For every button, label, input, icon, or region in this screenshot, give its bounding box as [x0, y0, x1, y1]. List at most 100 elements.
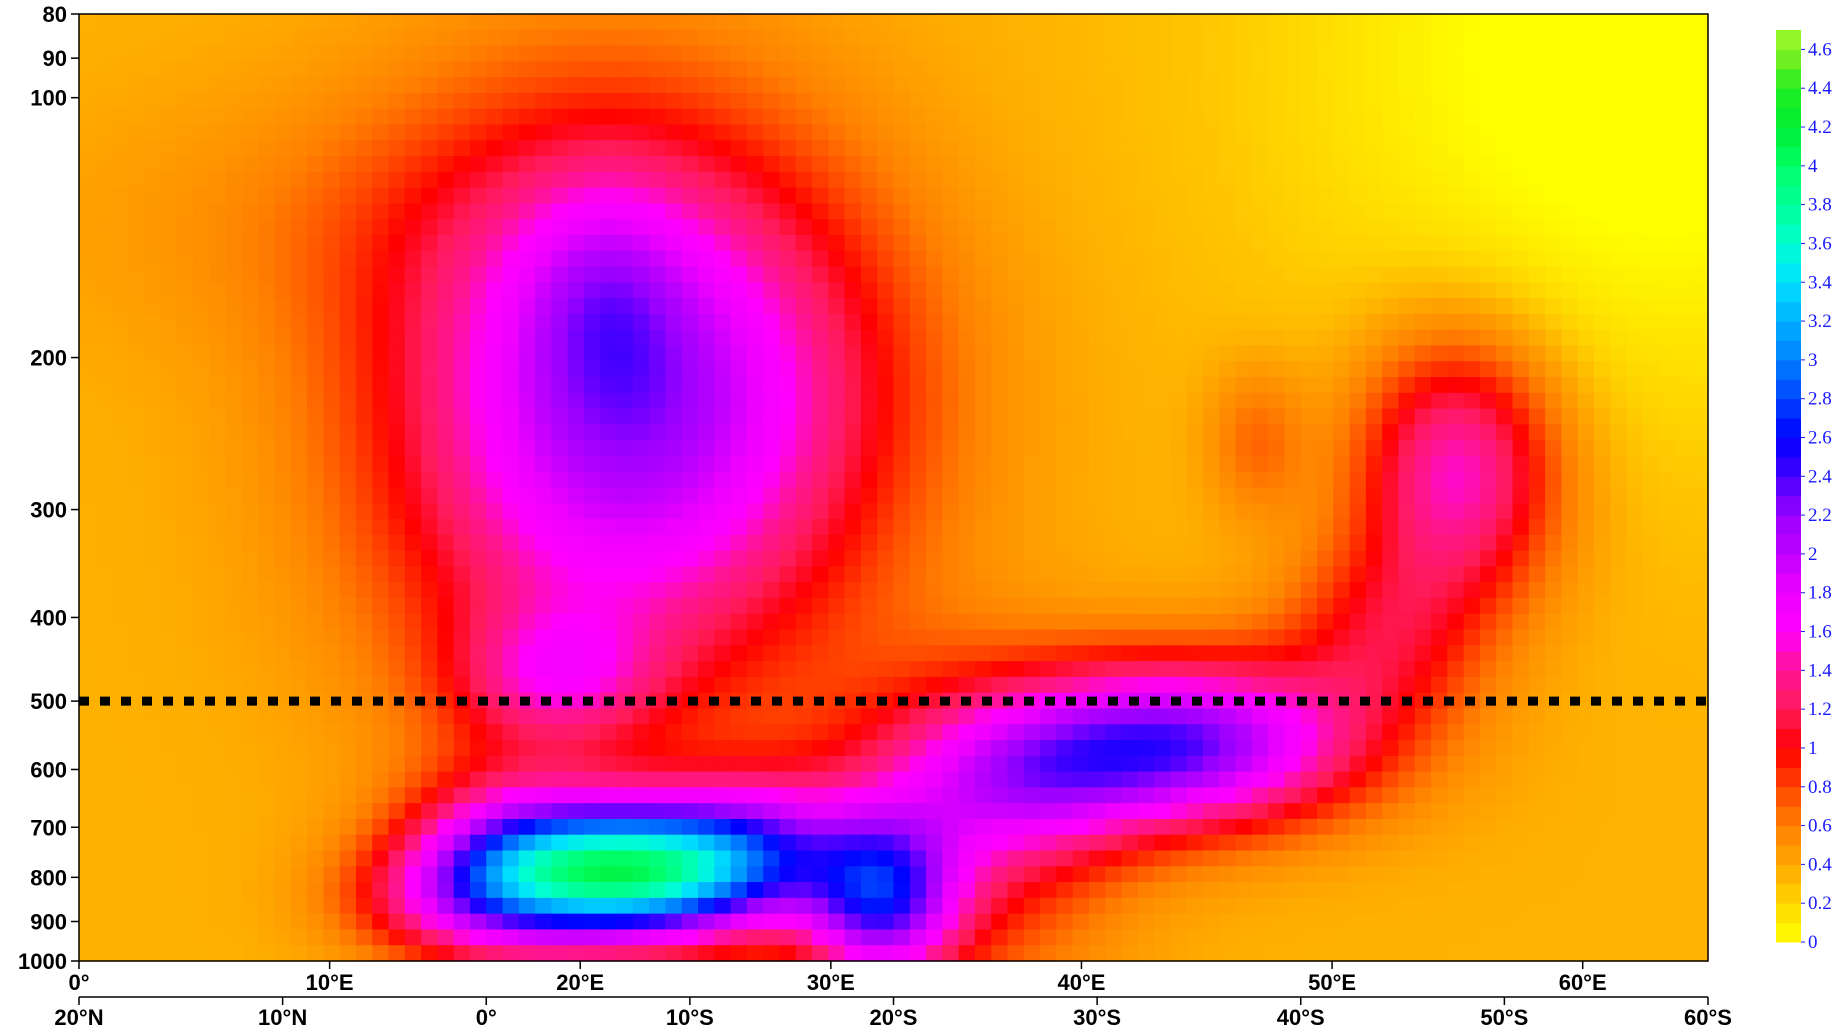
heatmap-cell [567, 471, 585, 489]
heatmap-cell [323, 187, 341, 204]
heatmap-cell [535, 661, 553, 678]
heatmap-cell [730, 219, 748, 236]
heatmap-cell [583, 203, 601, 220]
heatmap-cell [1219, 250, 1237, 268]
heatmap-cell [1496, 661, 1514, 678]
heatmap-cell [1382, 377, 1400, 394]
heatmap-cell [763, 282, 781, 299]
heatmap-cell [535, 771, 553, 788]
heatmap-cell [1121, 329, 1139, 347]
heatmap-cell [893, 282, 911, 299]
heatmap-cell [991, 282, 1009, 299]
heatmap-cell [1186, 676, 1204, 694]
heatmap-cell [355, 298, 373, 315]
heatmap-cell [1626, 156, 1644, 173]
heatmap-cell [111, 108, 129, 126]
heatmap-cell [1382, 676, 1400, 694]
heatmap-cell [1121, 313, 1139, 331]
heatmap-cell [1512, 503, 1530, 520]
heatmap-cell [665, 424, 683, 441]
heatmap-cell [1382, 45, 1400, 62]
heatmap-cell [714, 550, 732, 568]
heatmap-cell [1349, 377, 1367, 394]
heatmap-cell [812, 471, 829, 489]
heatmap-cell [1593, 755, 1611, 773]
heatmap-cell [469, 171, 487, 189]
heatmap-cell [1642, 787, 1660, 804]
heatmap-cell [1479, 377, 1497, 394]
heatmap-cell [1072, 455, 1090, 473]
heatmap-cell [79, 566, 96, 583]
heatmap-cell [779, 282, 797, 299]
heatmap-cell [714, 171, 732, 189]
heatmap-cell [274, 219, 292, 236]
heatmap-cell [1447, 266, 1465, 283]
heatmap-cell [730, 77, 748, 94]
heatmap-cell [1235, 487, 1253, 504]
heatmap-cell [714, 597, 732, 615]
heatmap-cell [942, 676, 960, 694]
heatmap-cell [730, 124, 748, 141]
heatmap-cell [241, 740, 259, 757]
heatmap-cell [714, 45, 732, 62]
heatmap-cell [404, 629, 422, 646]
heatmap-cell [616, 124, 634, 141]
heatmap-cell [421, 77, 438, 94]
heatmap-cell [307, 471, 324, 489]
heatmap-cell [1593, 708, 1611, 725]
heatmap-cell [1105, 140, 1123, 157]
heatmap-cell [681, 108, 699, 126]
heatmap-cell [209, 787, 227, 804]
heatmap-cell [1545, 613, 1562, 631]
heatmap-cell [779, 550, 797, 568]
heatmap-cell [958, 582, 976, 599]
heatmap-cell [1154, 661, 1172, 678]
heatmap-cell [1463, 708, 1481, 725]
heatmap-cell [1170, 313, 1188, 331]
heatmap-cell [355, 408, 373, 425]
heatmap-cell [95, 471, 113, 489]
heatmap-cell [160, 455, 178, 473]
heatmap-cell [942, 440, 960, 457]
heatmap-cell [1447, 77, 1465, 94]
heatmap-cell [1414, 408, 1432, 425]
heatmap-cell [632, 187, 650, 204]
heatmap-cell [1137, 408, 1155, 425]
heatmap-cell [795, 108, 813, 126]
heatmap-cell [323, 566, 341, 583]
heatmap-cell [372, 787, 390, 804]
heatmap-cell [307, 661, 324, 678]
heatmap-cell [583, 597, 601, 615]
heatmap-cell [567, 424, 585, 441]
heatmap-cell [290, 45, 308, 62]
heatmap-cell [160, 613, 178, 631]
heatmap-cell [535, 724, 553, 741]
heatmap-cell [1300, 266, 1318, 283]
heatmap-cell [437, 582, 455, 599]
heatmap-cell [567, 345, 585, 362]
heatmap-cell [502, 361, 520, 378]
heatmap-cell [339, 408, 357, 425]
heatmap-cell [469, 156, 487, 173]
heatmap-cell [926, 329, 943, 347]
heatmap-cell [1203, 61, 1220, 78]
heatmap-cell [1186, 550, 1204, 568]
heatmap-cell [1593, 424, 1611, 441]
heatmap-cell [1268, 392, 1286, 410]
heatmap-cell [1154, 266, 1172, 283]
heatmap-cell [1072, 740, 1090, 757]
heatmap-cell [160, 282, 178, 299]
heatmap-cell [453, 140, 471, 157]
heatmap-cell [290, 613, 308, 631]
heatmap-cell [844, 661, 862, 678]
heatmap-cell [1496, 519, 1514, 536]
heatmap-cell [225, 534, 243, 552]
heatmap-cell [1186, 661, 1204, 678]
heatmap-cell [1300, 298, 1318, 315]
heatmap-cell [1431, 408, 1448, 425]
heatmap-cell [1610, 29, 1628, 47]
heatmap-cell [926, 408, 943, 425]
heatmap-cell [1528, 787, 1546, 804]
heatmap-cell [991, 787, 1009, 804]
heatmap-cell [632, 203, 650, 220]
